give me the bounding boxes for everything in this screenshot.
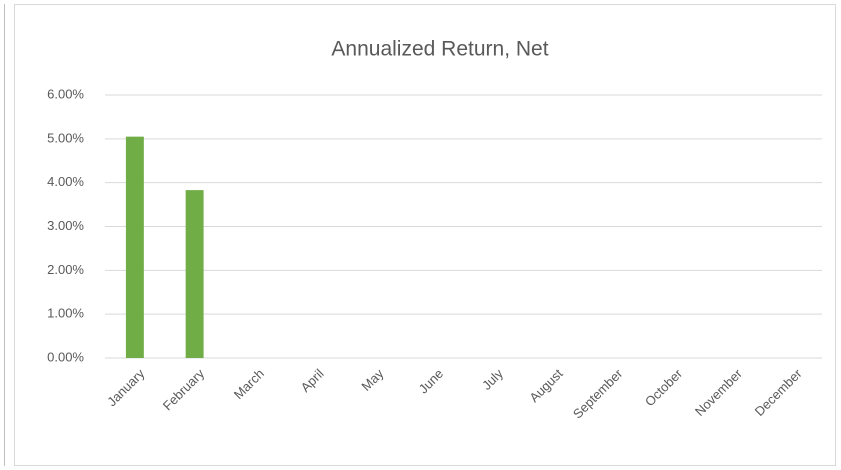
y-tick-label: 6.00% — [47, 86, 84, 101]
y-tick-label: 1.00% — [47, 306, 84, 321]
chart-border — [14, 4, 836, 466]
y-tick-label: 0.00% — [47, 349, 84, 364]
chart-title: Annualized Return, Net — [331, 38, 548, 61]
y-tick-label: 3.00% — [47, 218, 84, 233]
y-tick-label: 4.00% — [47, 174, 84, 189]
y-tick-label: 2.00% — [47, 262, 84, 277]
bar — [185, 190, 204, 358]
bar — [125, 136, 144, 358]
y-tick-label: 5.00% — [47, 130, 84, 145]
